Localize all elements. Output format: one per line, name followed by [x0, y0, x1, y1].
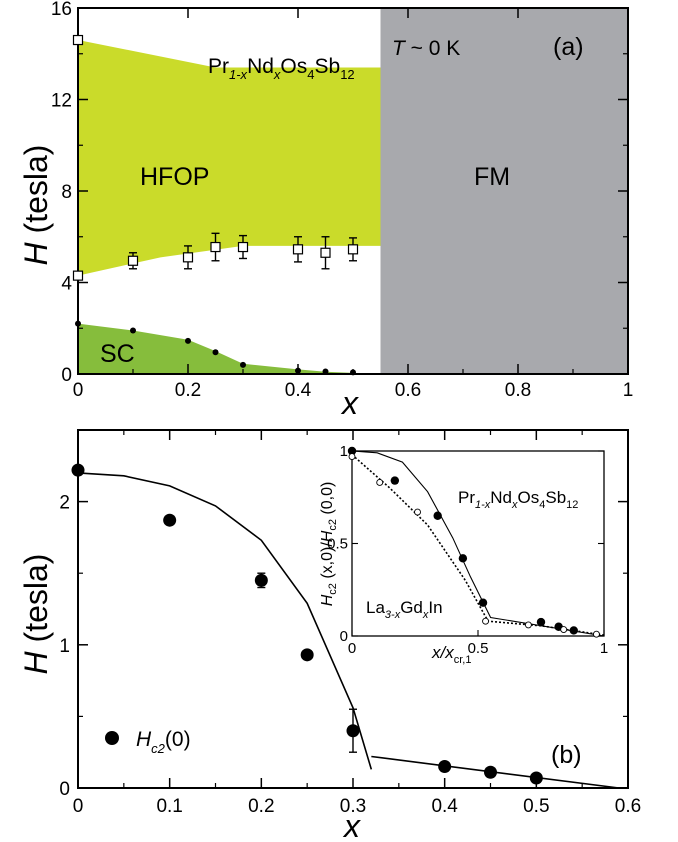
b-point-hc2: [346, 724, 360, 738]
inset-xtick-label: 1: [600, 640, 608, 657]
inset-label-lagdin: La3-xGdxIn: [366, 598, 443, 621]
a-point-open-square: [347, 244, 359, 255]
inset-point-lagdin: [348, 453, 356, 460]
b-point-hc2: [163, 513, 177, 527]
region-label-hfop: HFOP: [140, 163, 209, 191]
region-hfop: [78, 40, 381, 276]
a-point-filled-circle: [212, 349, 219, 356]
legend-label-hc2: Hc2(0): [136, 728, 191, 756]
inset-point-lagdin: [482, 617, 490, 625]
a-xtick-label: 1: [623, 380, 634, 401]
inset-x-axis-title: x/xcr,1: [431, 643, 471, 666]
inset-data-points: [347, 446, 600, 638]
b-point-hc2: [254, 573, 268, 587]
b-data-points: [71, 463, 543, 785]
b-y-axis-title: H (tesla): [18, 554, 54, 675]
b-point-hc2: [300, 648, 314, 662]
a-point-open-square: [210, 241, 221, 253]
panel-b: 0 0.1 0.2 0.3 0.4 0.5 0.6 0 1 2 Hc2(0) (b) H (tes…: [18, 429, 641, 842]
b-xtick-label: 0.6: [615, 796, 641, 817]
a-point-filled-circle: [130, 327, 136, 334]
b-xtick-label: 0: [73, 796, 84, 817]
region-fm: [380, 8, 628, 374]
b-ytick-label: 2: [59, 493, 70, 514]
a-point-filled-circle: [322, 368, 329, 375]
b-point-hc2: [484, 765, 497, 779]
region-label-sc: SC: [100, 340, 135, 368]
panel-a: 0 0.2 0.4 0.6 0.8 1 0 4 8 12 16 HFOP SC FM Pr1-xNd…: [18, 0, 633, 421]
b-point-hc2: [71, 463, 85, 477]
b-axis-ticks: 0 0.1 0.2 0.3 0.4 0.5 0.6 0 1 2: [59, 430, 641, 817]
inset-point-prndossb: [390, 476, 400, 485]
a-xtick-label: 0.4: [285, 380, 312, 401]
a-phase-regions: [78, 8, 628, 374]
legend-marker-hc2: [105, 731, 119, 745]
inset-point-lagdin: [560, 626, 568, 633]
a-data-points: [72, 34, 359, 376]
inset-ytick-label: 0.5: [327, 536, 348, 553]
a-ytick-label: 8: [61, 182, 72, 203]
a-title-formula: Pr1-xNdxOs4Sb12: [208, 55, 355, 82]
region-sc: [78, 323, 381, 374]
a-x-axis-title: x: [340, 385, 359, 421]
b-xtick-label: 0.3: [340, 796, 366, 817]
b-xtick-label: 0.1: [156, 796, 182, 817]
inset-point-prndossb: [347, 446, 357, 456]
b-panel-label: (b): [551, 741, 582, 769]
a-xtick-label: 0.2: [175, 380, 201, 401]
a-point-open-square: [292, 244, 304, 255]
b-x-axis-title: x: [342, 808, 361, 842]
inset-point-lagdin: [414, 508, 421, 516]
inset-point-prndossb: [478, 598, 488, 607]
a-ytick-label: 4: [61, 274, 72, 295]
a-ytick-label: 12: [51, 91, 72, 112]
b-inset: 0 0.5 1 0 0.5 1 Pr1-xNdxOs4Sb12 La3-xGdxIn Hc…: [319, 443, 608, 666]
a-xtick-label: 0.8: [505, 380, 531, 401]
a-point-filled-circle: [295, 367, 301, 374]
b-xtick-label: 0.5: [523, 796, 549, 817]
b-fit-curve: [77, 472, 373, 770]
a-point-open-square: [320, 247, 331, 258]
a-point-open-square: [237, 241, 249, 253]
b-xtick-label: 0.4: [431, 796, 458, 817]
inset-point-prndossb: [569, 626, 578, 635]
a-point-filled-circle: [75, 320, 81, 327]
region-label-fm: FM: [474, 163, 510, 191]
inset-ytick-label: 0: [340, 628, 348, 645]
a-point-open-square: [72, 34, 84, 46]
b-xtick-label: 0.2: [248, 796, 274, 817]
a-ytick-label: 0: [61, 365, 72, 386]
b-point-hc2: [529, 771, 543, 785]
b-ytick-label: 0: [59, 779, 70, 800]
a-xtick-label: 0.6: [395, 380, 421, 401]
b-point-hc2: [438, 760, 452, 774]
b-ytick-label: 1: [59, 636, 70, 657]
inset-xtick-label: 0.5: [468, 640, 489, 657]
a-point-open-square: [127, 255, 139, 266]
a-point-filled-circle: [240, 361, 246, 368]
inset-point-prndossb: [536, 617, 546, 627]
a-panel-label: (a): [553, 33, 584, 61]
inset-axis-ticks: 0 0.5 1 0 0.5 1: [327, 443, 608, 657]
a-condition-label: T ~ 0 K: [392, 37, 460, 60]
inset-point-lagdin: [524, 621, 532, 629]
a-y-axis-title: H (tesla): [18, 145, 54, 266]
a-point-open-square: [182, 252, 194, 263]
a-xtick-label: 0: [73, 380, 84, 401]
inset-ytick-label: 1: [340, 443, 348, 460]
inset-point-lagdin: [592, 630, 600, 638]
a-point-filled-circle: [185, 337, 191, 344]
a-ytick-label: 16: [51, 0, 72, 20]
a-axis-ticks: 0 0.2 0.4 0.6 0.8 1 0 4 8 12 16: [51, 0, 633, 401]
inset-label-prndossb: Pr1-xNdxOs4Sb12: [458, 488, 578, 511]
a-point-filled-circle: [350, 369, 356, 376]
a-point-open-square: [72, 270, 84, 281]
inset-y-axis-title: Hc2 (x,0)/Hc2 (0,0): [319, 482, 339, 607]
inset-point-prndossb: [458, 554, 468, 563]
inset-xtick-label: 0: [348, 640, 356, 657]
inset-point-lagdin: [376, 479, 384, 486]
inset-point-prndossb: [433, 511, 442, 520]
